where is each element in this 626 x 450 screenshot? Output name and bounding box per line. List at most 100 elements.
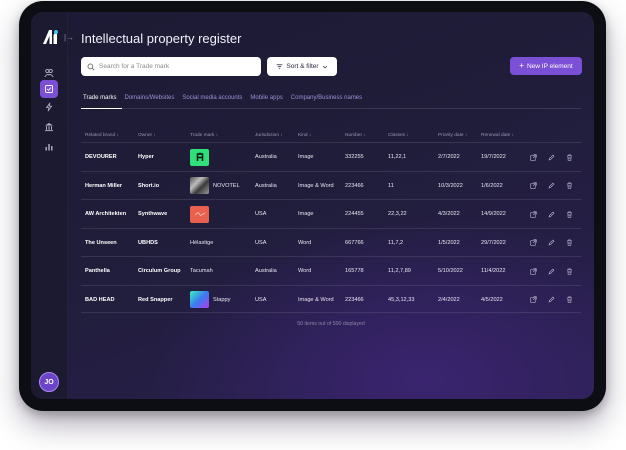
- cell-brand: The Unseen: [85, 239, 117, 246]
- column-header-priority-date[interactable]: Priority date ↓: [438, 133, 468, 138]
- tab-trade-marks[interactable]: Trade marks: [81, 94, 123, 109]
- collapse-sidebar-icon[interactable]: |→: [64, 33, 75, 42]
- cell-brand: Herman Miller: [85, 182, 122, 189]
- column-header-trade-mark[interactable]: Trade mark ↓: [190, 133, 219, 138]
- cell-jurisdiction: Australia: [255, 182, 277, 189]
- cell-classes: 45,3,12,33: [388, 296, 415, 303]
- cell-kind: Word: [298, 239, 312, 246]
- cell-classes: 22,3,22: [388, 211, 407, 218]
- open-external-icon[interactable]: [530, 172, 537, 201]
- user-avatar[interactable]: JO: [39, 372, 59, 392]
- column-header-owner[interactable]: Owner ↓: [138, 133, 156, 138]
- table-row[interactable]: The Unseen UBHDS Hélastige USA Word 6677…: [81, 227, 581, 258]
- delete-trash-icon[interactable]: [566, 143, 573, 172]
- column-header-renewal-date[interactable]: Renewal date ↓: [481, 133, 515, 138]
- cell-owner: Short.io: [138, 182, 160, 189]
- column-header-jurisdiction[interactable]: Jurisdiction ↓: [255, 133, 283, 138]
- cell-priority-date: 4/3/2022: [438, 211, 460, 218]
- cell-number: 332255: [345, 154, 364, 161]
- sidebar-item-institution[interactable]: [40, 118, 58, 136]
- edit-pencil-icon[interactable]: [548, 257, 555, 286]
- cell-kind: Image & Word: [298, 182, 334, 189]
- open-external-icon[interactable]: [530, 200, 537, 229]
- table-row[interactable]: Herman Miller Short.io NOVOTEL Australia…: [81, 170, 581, 201]
- delete-trash-icon[interactable]: [566, 286, 573, 315]
- edit-pencil-icon[interactable]: [548, 200, 555, 229]
- building-icon: [45, 123, 53, 132]
- cell-classes: 11,22,1: [388, 154, 407, 161]
- edit-pencil-icon[interactable]: [548, 172, 555, 201]
- cell-priority-date: 2/4/2022: [438, 296, 460, 303]
- search-icon: [87, 63, 95, 71]
- tab-bar: Trade marks Domains/Websites Social medi…: [81, 94, 581, 109]
- open-external-icon[interactable]: [530, 229, 537, 258]
- pagination-summary: 50 items out of 500 displayed: [297, 321, 365, 327]
- cell-priority-date: 1/5/2022: [438, 239, 460, 246]
- cell-owner: Red Snapper: [138, 296, 173, 303]
- new-ip-element-button[interactable]: + New IP element: [510, 57, 582, 75]
- cell-brand: BAD HEAD: [85, 296, 115, 303]
- sidebar-item-activity[interactable]: [40, 98, 58, 116]
- trademark-image-a-logo: [190, 148, 209, 166]
- cell-classes: 11: [388, 182, 394, 189]
- column-header-kind[interactable]: Kind ↓: [298, 133, 312, 138]
- table-row[interactable]: BAD HEAD Red Snapper Stappy USA Image & …: [81, 284, 581, 315]
- cell-jurisdiction: Australia: [255, 268, 277, 275]
- cell-number: 224455: [345, 211, 364, 218]
- cell-trade-mark: NOVOTEL: [190, 172, 240, 201]
- cell-jurisdiction: Australia: [255, 154, 277, 161]
- table-row[interactable]: DEVOURER Hyper Australia Image 332255 11…: [81, 142, 581, 171]
- delete-trash-icon[interactable]: [566, 172, 573, 201]
- tab-domains-websites[interactable]: Domains/Websites: [124, 95, 175, 101]
- cell-renewal-date: 14/9/2022: [481, 211, 506, 218]
- column-header-classes[interactable]: Classes ↓: [388, 133, 409, 138]
- cell-number: 667766: [345, 239, 364, 246]
- sort-filter-label: Sort & filter: [286, 63, 319, 70]
- cell-renewal-date: 29/7/2022: [481, 239, 506, 246]
- cell-number: 223466: [345, 296, 364, 303]
- search-input[interactable]: [99, 63, 249, 70]
- table-row[interactable]: Panthella Circulum Group Tacumah Austral…: [81, 256, 581, 285]
- cell-owner: Hyper: [138, 154, 154, 161]
- column-header-related-brand[interactable]: Related brand ↓: [85, 133, 119, 138]
- open-external-icon[interactable]: [530, 257, 537, 286]
- column-header-number[interactable]: Number ↓: [345, 133, 366, 138]
- table-row[interactable]: AW Architekten Synthwave USA Image 22445…: [81, 199, 581, 228]
- search-box[interactable]: [81, 57, 261, 76]
- cell-owner: Synthwave: [138, 211, 168, 218]
- cell-renewal-date: 4/5/2022: [481, 296, 503, 303]
- sidebar-item-register[interactable]: [40, 80, 58, 98]
- trademark-image-wave: [190, 205, 209, 223]
- plus-icon: +: [519, 61, 524, 70]
- tab-company-business-names[interactable]: Company/Business names: [290, 95, 363, 101]
- sidebar-item-analytics[interactable]: [40, 138, 58, 156]
- delete-trash-icon[interactable]: [566, 200, 573, 229]
- tab-social-media-accounts[interactable]: Social media accounts: [182, 95, 243, 101]
- edit-pencil-icon[interactable]: [548, 229, 555, 258]
- people-icon: [44, 68, 54, 78]
- new-ip-element-label: New IP element: [526, 62, 573, 70]
- edit-pencil-icon[interactable]: [548, 286, 555, 315]
- tab-mobile-apps[interactable]: Mobile apps: [250, 95, 283, 101]
- sidebar: JO: [31, 12, 68, 399]
- sort-filter-button[interactable]: Sort & filter: [267, 57, 337, 76]
- app-logo-icon[interactable]: [40, 27, 60, 47]
- cell-brand: AW Architekten: [85, 211, 127, 218]
- edit-pencil-icon[interactable]: [548, 143, 555, 172]
- chevron-down-icon: [322, 65, 327, 68]
- cell-trade-mark: [190, 143, 213, 172]
- delete-trash-icon[interactable]: [566, 257, 573, 286]
- sidebar-item-people[interactable]: [40, 64, 58, 82]
- open-external-icon[interactable]: [530, 286, 537, 315]
- cell-renewal-date: 19/7/2022: [481, 154, 506, 161]
- cell-priority-date: 2/7/2022: [438, 154, 460, 161]
- cell-priority-date: 5/10/2022: [438, 268, 463, 275]
- cell-number: 223466: [345, 182, 364, 189]
- open-external-icon[interactable]: [530, 143, 537, 172]
- filter-lines-icon: [277, 64, 283, 69]
- delete-trash-icon[interactable]: [566, 229, 573, 258]
- trademark-image-gradient: [190, 291, 209, 309]
- cell-classes: 11,2,7,89: [388, 268, 411, 275]
- cell-owner: Circulum Group: [138, 268, 181, 275]
- cell-kind: Image & Word: [298, 296, 334, 303]
